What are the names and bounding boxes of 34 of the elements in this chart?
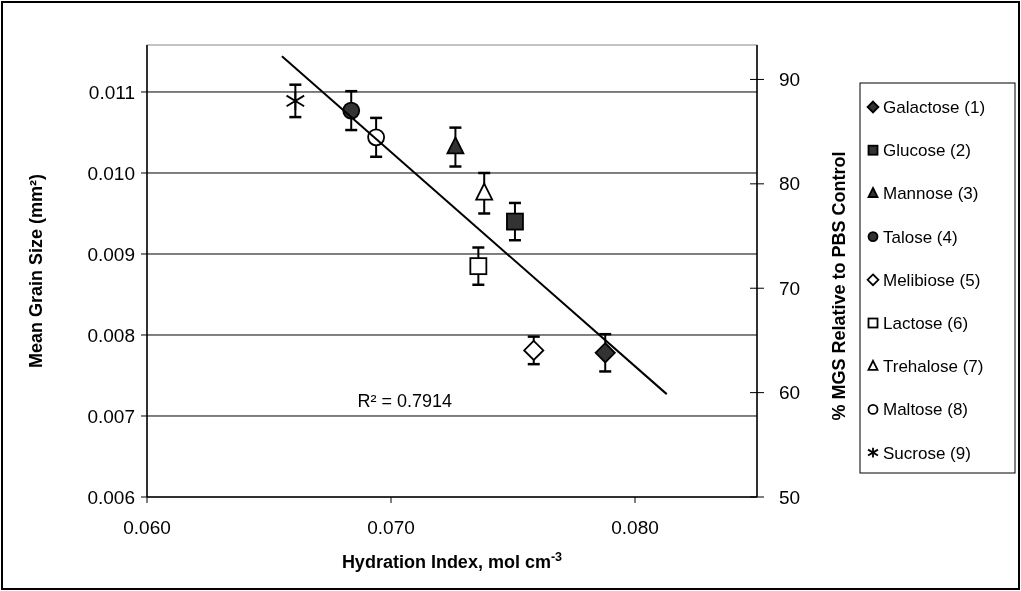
point <box>475 182 494 201</box>
y2-tick-label: 70 <box>779 277 801 299</box>
x-tick-label: 0.080 <box>611 517 659 538</box>
y-tick-label: 0.007 <box>87 405 135 427</box>
y2-tick-label: 50 <box>779 486 801 508</box>
point <box>523 339 545 361</box>
point <box>594 342 616 364</box>
legend-label: Glucose (2) <box>883 141 971 161</box>
point <box>469 257 488 276</box>
y-tick-label: 0.011 <box>88 81 135 103</box>
x-tick-label: 0.060 <box>123 517 171 538</box>
y-tick-label: 0.010 <box>87 162 135 184</box>
legend-label: Sucrose (9) <box>883 443 971 463</box>
legend-label: Lactose (6) <box>883 313 969 333</box>
y-tick-label: 0.009 <box>87 243 135 265</box>
y2-tick-label: 80 <box>779 173 801 195</box>
y-tick-label: 0.008 <box>87 324 135 346</box>
y2-tick-label: 90 <box>779 69 801 91</box>
legend-label: Trehalose (7) <box>883 357 984 377</box>
legend-label: Talose (4) <box>883 227 958 247</box>
point <box>446 136 465 155</box>
legend-label: Galactose (1) <box>883 97 986 117</box>
x-tick-label: 0.070 <box>367 517 415 538</box>
point <box>285 91 306 111</box>
legend-label: Maltose (8) <box>883 400 969 420</box>
y2-axis-title: % MGS Relative to PBS Control <box>829 151 849 421</box>
legend-label: Mannose (3) <box>883 184 979 204</box>
y2-tick-label: 60 <box>779 382 801 404</box>
annotation: R² = 0.7914 <box>357 390 452 411</box>
y-tick-label: 0.006 <box>87 486 135 508</box>
point <box>506 212 524 231</box>
x-axis-title: Hydration Index, mol cm$^{-3}$ <box>341 550 563 572</box>
y-axis-title: Mean Grain Size (mm²) <box>26 173 46 369</box>
legend-label: Melibiose (5) <box>883 270 981 290</box>
